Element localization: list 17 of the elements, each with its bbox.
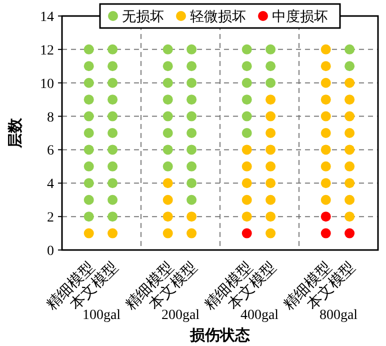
y-tick-label: 0	[47, 244, 54, 259]
y-tick-label: 4	[47, 177, 54, 192]
legend-label: 无损坏	[122, 9, 164, 25]
y-tick-label: 14	[40, 10, 54, 25]
legend-label: 中度损坏	[272, 9, 328, 25]
text: 400gal	[240, 308, 279, 323]
text: 100gal	[82, 308, 121, 323]
y-tick-label: 12	[40, 43, 54, 58]
legend-label: 轻微损坏	[190, 9, 246, 25]
y-axis-title: 层数	[7, 117, 24, 149]
text: 200gal	[161, 308, 200, 323]
text: 800gal	[319, 308, 358, 323]
y-tick-label: 2	[47, 210, 54, 226]
y-tick-label: 8	[47, 110, 54, 126]
y-tick-label: 6	[47, 144, 54, 159]
x-axis-title: 损伤状态	[189, 327, 250, 344]
y-tick-label: 10	[40, 76, 54, 92]
